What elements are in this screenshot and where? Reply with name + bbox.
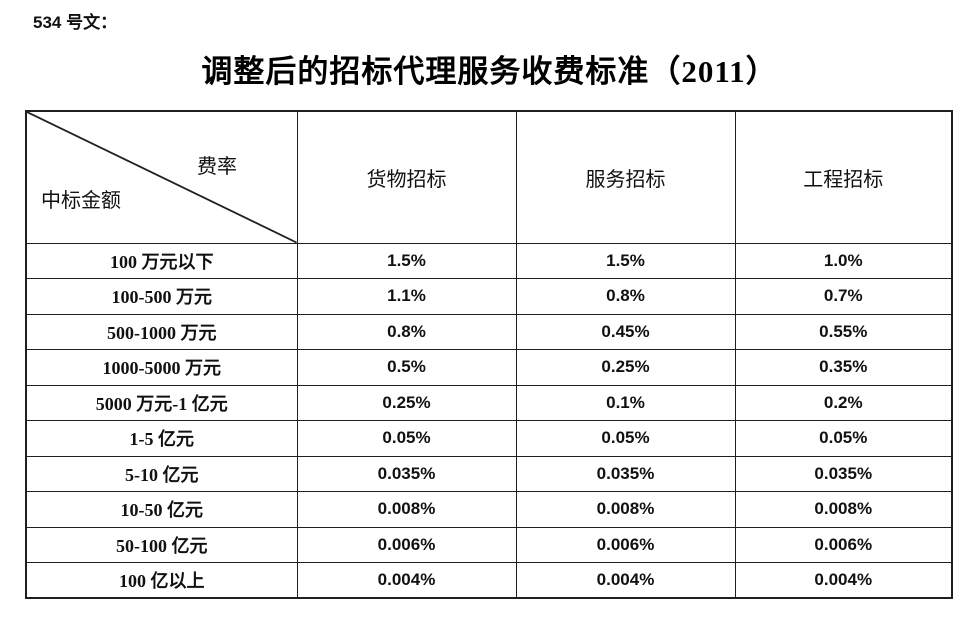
fee-rate-table: 费率 中标金额 货物招标 服务招标 工程招标 100 万元以下 1.5% 1.5… bbox=[25, 110, 953, 599]
amount-tier: 100 亿以上 bbox=[25, 562, 298, 599]
goods-rate: 1.1% bbox=[296, 278, 517, 315]
engineering-rate: 0.008% bbox=[734, 491, 953, 528]
amount-tier: 1000-5000 万元 bbox=[25, 349, 298, 386]
engineering-rate: 0.55% bbox=[734, 313, 953, 350]
service-rate: 0.45% bbox=[515, 313, 736, 350]
engineering-rate: 0.35% bbox=[734, 349, 953, 386]
column-header-goods: 货物招标 bbox=[296, 110, 517, 244]
engineering-rate: 0.05% bbox=[734, 420, 953, 457]
goods-rate: 0.5% bbox=[296, 349, 517, 386]
amount-tier: 100-500 万元 bbox=[25, 278, 298, 315]
service-rate: 1.5% bbox=[515, 242, 736, 279]
goods-rate: 0.05% bbox=[296, 420, 517, 457]
service-rate: 0.006% bbox=[515, 526, 736, 563]
service-rate: 0.004% bbox=[515, 562, 736, 599]
table-row: 100 亿以上 0.004% 0.004% 0.004% bbox=[25, 562, 953, 599]
engineering-rate: 0.035% bbox=[734, 455, 953, 492]
amount-tier: 1-5 亿元 bbox=[25, 420, 298, 457]
service-rate: 0.05% bbox=[515, 420, 736, 457]
goods-rate: 0.004% bbox=[296, 562, 517, 599]
service-rate: 0.25% bbox=[515, 349, 736, 386]
amount-tier: 5-10 亿元 bbox=[25, 455, 298, 492]
table-row: 100 万元以下 1.5% 1.5% 1.0% bbox=[25, 242, 953, 279]
service-rate: 0.035% bbox=[515, 455, 736, 492]
header-row: 费率 中标金额 货物招标 服务招标 工程招标 bbox=[25, 110, 953, 244]
table-row: 5-10 亿元 0.035% 0.035% 0.035% bbox=[25, 455, 953, 492]
table-row: 1-5 亿元 0.05% 0.05% 0.05% bbox=[25, 420, 953, 457]
amount-tier: 5000 万元-1 亿元 bbox=[25, 384, 298, 421]
column-header-service: 服务招标 bbox=[515, 110, 736, 244]
goods-rate: 0.035% bbox=[296, 455, 517, 492]
doc-number: 534 号文： bbox=[33, 13, 118, 32]
diagonal-line bbox=[27, 112, 296, 242]
service-rate: 0.008% bbox=[515, 491, 736, 528]
service-rate: 0.8% bbox=[515, 278, 736, 315]
service-rate: 0.1% bbox=[515, 384, 736, 421]
engineering-rate: 0.004% bbox=[734, 562, 953, 599]
amount-tier: 10-50 亿元 bbox=[25, 491, 298, 528]
goods-rate: 0.006% bbox=[296, 526, 517, 563]
engineering-rate: 0.2% bbox=[734, 384, 953, 421]
amount-tier: 100 万元以下 bbox=[25, 242, 298, 279]
table-row: 50-100 亿元 0.006% 0.006% 0.006% bbox=[25, 526, 953, 563]
table-row: 500-1000 万元 0.8% 0.45% 0.55% bbox=[25, 313, 953, 350]
diagonal-corner-cell: 费率 中标金额 bbox=[25, 110, 298, 244]
table-row: 1000-5000 万元 0.5% 0.25% 0.35% bbox=[25, 349, 953, 386]
goods-rate: 0.008% bbox=[296, 491, 517, 528]
goods-rate: 0.8% bbox=[296, 313, 517, 350]
corner-label-amount: 中标金额 bbox=[41, 190, 121, 212]
column-header-engineering: 工程招标 bbox=[734, 110, 953, 244]
table-row: 100-500 万元 1.1% 0.8% 0.7% bbox=[25, 278, 953, 315]
engineering-rate: 1.0% bbox=[734, 242, 953, 279]
table-row: 5000 万元-1 亿元 0.25% 0.1% 0.2% bbox=[25, 384, 953, 421]
table-row: 10-50 亿元 0.008% 0.008% 0.008% bbox=[25, 491, 953, 528]
page-title: 调整后的招标代理服务收费标准（2011） bbox=[201, 54, 778, 89]
engineering-rate: 0.7% bbox=[734, 278, 953, 315]
goods-rate: 0.25% bbox=[296, 384, 517, 421]
goods-rate: 1.5% bbox=[296, 242, 517, 279]
amount-tier: 50-100 亿元 bbox=[25, 526, 298, 563]
corner-label-rate: 费率 bbox=[197, 156, 237, 178]
amount-tier: 500-1000 万元 bbox=[25, 313, 298, 350]
engineering-rate: 0.006% bbox=[734, 526, 953, 563]
